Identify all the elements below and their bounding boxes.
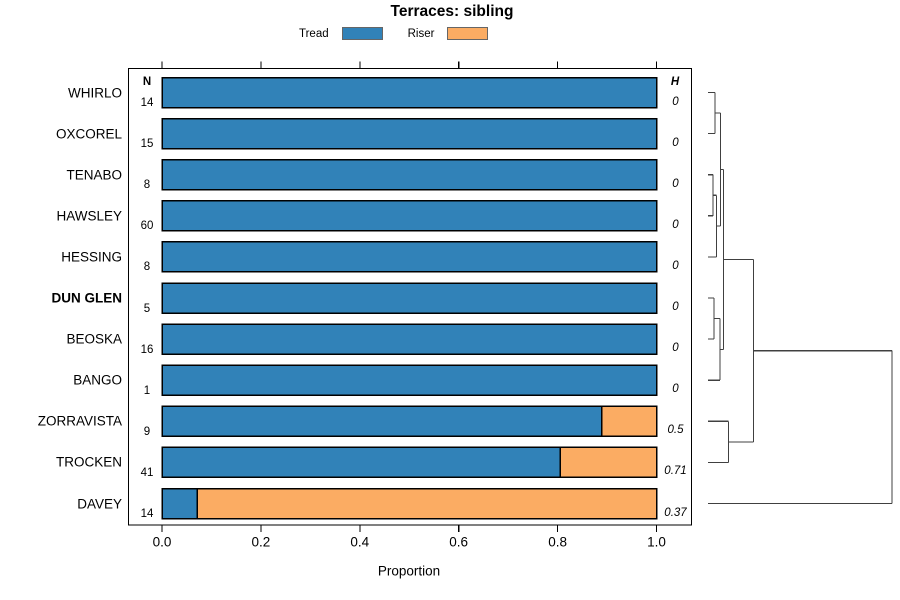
category-label: ZORRAVISTA [37,413,122,429]
bar-segment-riser [196,487,658,520]
h-value: 0 [672,177,679,190]
h-column-header: H [670,76,680,88]
legend-label-riser: Riser [407,27,435,40]
h-value: 0.71 [664,465,687,478]
category-label: HESSING [61,249,122,265]
bar-segment-tread [161,323,658,355]
category-label: DAVEY [77,496,122,511]
x-tick-label: 0.4 [350,534,370,550]
x-tick-label: 1.0 [647,534,666,550]
category-label: BEOSKA [66,331,122,347]
h-value: 0.5 [667,424,684,437]
bar-segment-riser [600,405,658,438]
bar-segment-tread [161,446,561,479]
bar-segment-tread [161,405,603,438]
n-value: 9 [143,425,151,438]
n-value: 41 [140,466,154,479]
n-value: 14 [140,508,154,520]
h-value: 0.37 [664,506,687,519]
category-label: BANGO [73,372,122,388]
n-column-header: N [142,76,152,88]
bar-segment-tread [161,117,658,150]
bar-segment-tread [161,282,658,314]
n-value: 60 [140,220,154,233]
bar-segment-riser [559,446,658,479]
legend-swatch-riser [447,27,489,40]
legend: Tread Riser [299,26,489,41]
legend-swatch-tread [341,27,383,40]
category-label: HAWSLEY [56,208,122,224]
h-value: 0 [672,136,679,149]
n-value: 8 [143,261,151,274]
n-value: 14 [140,97,154,109]
panel-border [127,67,693,526]
h-value: 0 [672,342,679,355]
n-value: 8 [143,179,151,192]
x-tick-label: 0.8 [548,534,567,550]
x-tick-label: 0.0 [152,534,172,550]
x-axis-label: Proportion [377,563,441,579]
category-label: WHIRLO [68,85,122,100]
bar-segment-tread [161,487,198,520]
h-value: 0 [672,383,679,396]
x-tick-label: 0.6 [449,534,469,550]
x-tick-label: 0.2 [251,534,271,550]
category-label: TENABO [66,167,122,183]
h-value: 0 [672,218,679,231]
h-value: 0 [672,95,679,108]
bar-segment-tread [161,241,658,273]
bar-segment-tread [161,158,658,191]
legend-label-tread: Tread [299,27,329,40]
h-value: 0 [672,259,679,272]
category-label: OXCOREL [55,126,122,142]
bar-segment-tread [161,76,658,109]
n-value: 16 [140,343,154,356]
n-value: 15 [140,138,154,151]
category-label: DUN GLEN [51,290,123,306]
n-value: 1 [143,384,151,397]
bar-segment-tread [161,364,658,396]
bar-segment-tread [161,200,658,232]
n-value: 5 [143,302,151,315]
h-value: 0 [672,301,679,313]
chart-title: Terraces: sibling [390,3,514,20]
category-label: TROCKEN [55,454,122,470]
